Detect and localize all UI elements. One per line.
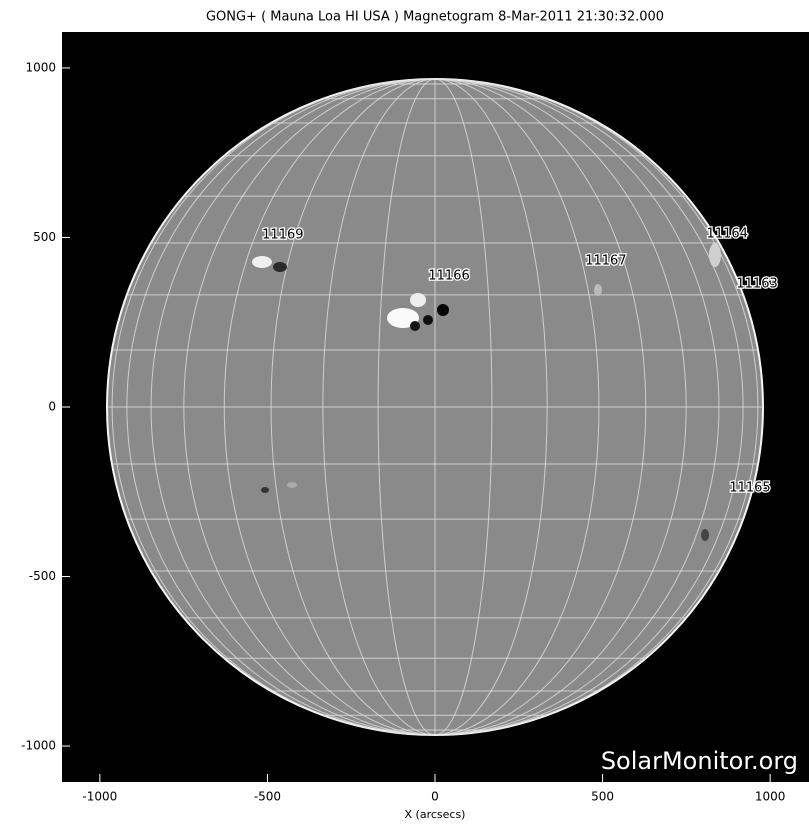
meridian — [434, 78, 647, 736]
x-axis-label: X (arcsecs) — [405, 808, 466, 821]
meridian — [322, 78, 436, 736]
region-label: 11164 — [707, 227, 748, 242]
watermark: SolarMonitor.org — [601, 747, 798, 775]
region-label: 11167 — [585, 253, 626, 268]
y-tick-label: -500 — [29, 569, 56, 583]
x-tick-label: 1000 — [755, 790, 786, 804]
meridian — [183, 78, 436, 736]
region-label: 11166 — [428, 269, 469, 284]
region-label: 11169 — [262, 228, 303, 243]
meridian — [270, 78, 436, 736]
region-label: 11163 — [736, 276, 777, 291]
meridian — [434, 78, 600, 736]
y-tick-label: 500 — [33, 230, 56, 244]
meridian — [434, 78, 687, 736]
meridian — [434, 78, 493, 736]
chart-title: GONG+ ( Mauna Loa HI USA ) Magnetogram 8… — [206, 10, 664, 25]
meridian — [111, 78, 436, 736]
meridian — [150, 78, 436, 736]
y-tick-label: 1000 — [25, 60, 56, 74]
x-tick-label: 500 — [591, 790, 614, 804]
x-tick-label: 0 — [431, 790, 439, 804]
magnetic-features — [252, 243, 721, 541]
y-tick-label: 0 — [48, 400, 56, 414]
meridian — [434, 78, 744, 736]
meridian — [126, 78, 436, 736]
region-label: 11165 — [729, 481, 770, 496]
meridian — [377, 78, 436, 736]
x-tick-label: -1000 — [82, 790, 117, 804]
meridian — [434, 78, 720, 736]
meridian — [223, 78, 436, 736]
meridian — [434, 78, 548, 736]
x-tick-label: -500 — [254, 790, 281, 804]
y-tick-label: -1000 — [21, 739, 56, 753]
meridian — [434, 78, 759, 736]
heliographic-grid — [107, 78, 763, 736]
